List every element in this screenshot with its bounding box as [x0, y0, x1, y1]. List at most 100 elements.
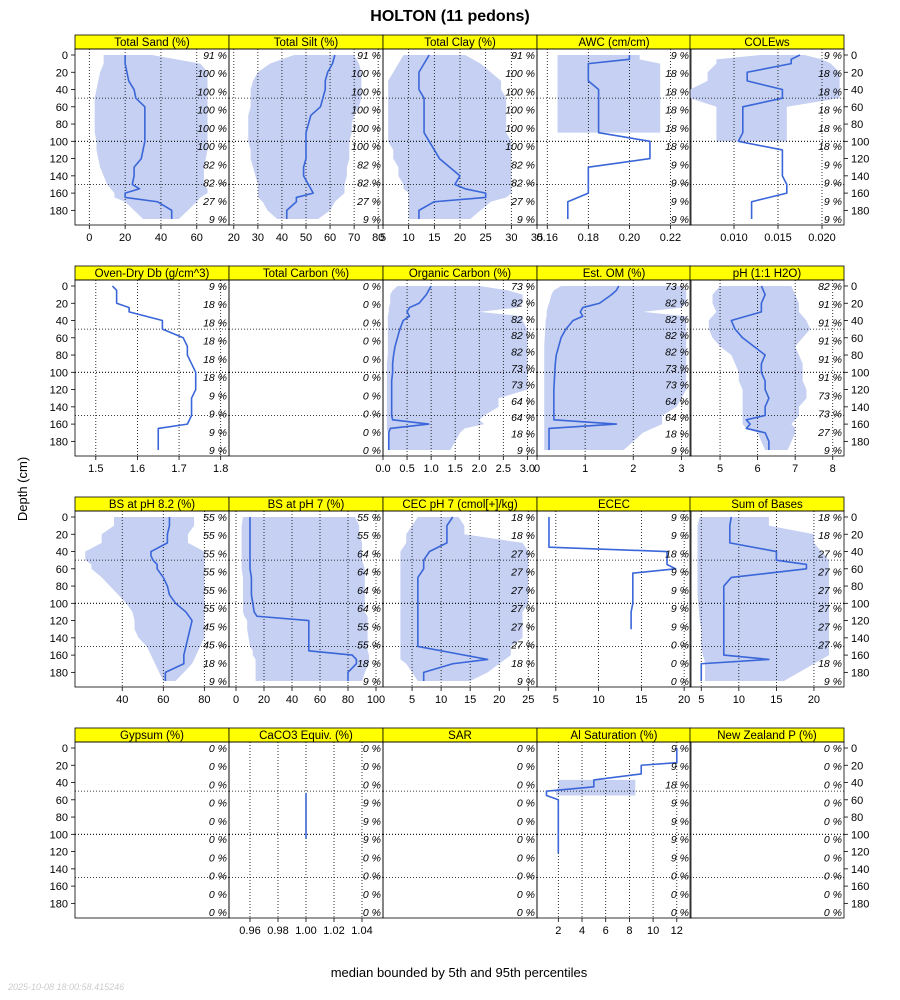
y-tick-label-right: 40	[851, 316, 863, 328]
panel-8: Est. OM (%) 73 % 82 % 82 % 82 % 82 % 73 % 73 % 6…	[534, 265, 692, 475]
x-tick-label: 0.98	[267, 925, 288, 937]
y-tick-label-left: 100	[50, 367, 68, 379]
percent-label: 27 %	[510, 585, 535, 597]
percent-label: 9 %	[517, 214, 535, 226]
panel-title: Total Carbon (%)	[263, 268, 349, 280]
percent-label: 0 %	[671, 640, 689, 652]
y-tick-label-left: 140	[50, 402, 68, 414]
y-tick-label-right: 0	[851, 512, 857, 524]
x-tick-label: 40	[276, 232, 288, 244]
panel-frame	[689, 741, 845, 919]
percent-label: 64 %	[665, 396, 689, 408]
percent-label: 0 %	[517, 798, 535, 810]
panel-plot-area	[383, 511, 537, 687]
y-tick-label-right: 140	[851, 402, 869, 414]
panel-title: ECEC	[598, 499, 630, 511]
percent-label: 82 %	[511, 330, 535, 342]
x-tick-label: 10	[592, 694, 604, 706]
percent-label: 0 %	[209, 889, 227, 901]
y-tick-label-right: 100	[851, 367, 869, 379]
percent-label: 64 %	[357, 548, 381, 560]
percent-label: 27 %	[817, 640, 842, 652]
x-tick-label: 20	[493, 694, 505, 706]
percent-label: 73 %	[665, 281, 689, 293]
panel-title: New Zealand P (%)	[717, 730, 817, 742]
panel-title: Al Saturation (%)	[571, 730, 658, 742]
y-tick-label-left: 0	[62, 512, 68, 524]
y-tick-label-left: 100	[50, 598, 68, 610]
x-tick-label: 15	[428, 232, 440, 244]
x-tick-label: 2.5	[496, 463, 511, 475]
y-tick-label-right: 20	[851, 529, 863, 541]
percent-label: 0 %	[517, 816, 535, 828]
percent-label: 27 %	[356, 196, 381, 208]
panel-plot-area	[537, 280, 691, 456]
percent-label: 9 %	[671, 621, 689, 633]
y-tick-label-left: 160	[50, 419, 68, 431]
median-line	[150, 517, 193, 681]
x-tick-label: 30	[252, 232, 264, 244]
panel-18: Al Saturation (%) 9 % 9 % 18 % 9 % 9 % 9 % 9 % 0…	[536, 727, 692, 937]
panel-frame	[689, 510, 845, 688]
panel-title: COLEws	[744, 37, 790, 49]
percent-label: 0 %	[363, 852, 381, 864]
percentile-band	[248, 55, 362, 219]
percent-label: 0 %	[363, 317, 381, 329]
y-tick-label-right: 60	[851, 102, 863, 114]
percent-label: 9 %	[517, 676, 535, 688]
x-tick-label: 50	[300, 232, 312, 244]
panel-title: Total Silt (%)	[274, 37, 339, 49]
median-line	[566, 55, 651, 219]
percent-label: 9 %	[671, 178, 689, 190]
x-tick-label: 60	[191, 232, 203, 244]
x-tick-label: 7	[792, 463, 798, 475]
x-tick-label: 15	[770, 694, 782, 706]
x-tick-label: 20	[678, 694, 690, 706]
y-tick-label-left: 180	[50, 205, 68, 217]
percent-label: 82 %	[357, 159, 381, 171]
x-tick-label: 10	[435, 694, 447, 706]
panel-plot-area	[229, 49, 383, 225]
percentile-band	[557, 55, 661, 133]
percent-label: 18 %	[665, 68, 689, 80]
percent-label: 9 %	[671, 159, 689, 171]
percent-label: 9 %	[209, 427, 227, 439]
percent-label: 9 %	[671, 512, 689, 524]
panel-frame	[536, 279, 692, 457]
y-tick-label-left: 80	[56, 812, 68, 824]
panel-16: CaCO3 Equiv. (%) 0 % 0 % 0 % 9 % 9 % 9 % 0 % 0 %…	[228, 727, 384, 937]
percent-label: 9 %	[671, 743, 689, 755]
percent-label: 9 %	[209, 214, 227, 226]
percent-label: 0 %	[363, 871, 381, 883]
percent-label: 0 %	[824, 816, 842, 828]
percent-label: 100 %	[505, 86, 535, 98]
x-tick-label: 5	[553, 694, 559, 706]
median-line	[700, 516, 808, 681]
x-tick-label: 60	[314, 694, 326, 706]
median-line	[285, 54, 336, 219]
x-tick-label: 5	[698, 694, 704, 706]
percent-label: 9 %	[671, 761, 689, 773]
x-tick-label: 0.18	[578, 232, 599, 244]
percent-label: 64 %	[511, 396, 535, 408]
y-tick-label-right: 80	[851, 581, 863, 593]
percent-label: 91 %	[357, 50, 381, 62]
percent-label: 18 %	[511, 658, 535, 670]
percentile-band	[386, 286, 528, 450]
y-tick-label-right: 0	[851, 50, 857, 62]
y-tick-label-right: 60	[851, 564, 863, 576]
y-tick-label-left: 80	[56, 581, 68, 593]
percent-label: 9 %	[824, 178, 842, 190]
percent-label: 0 %	[671, 658, 689, 670]
percent-label: 0 %	[363, 281, 381, 293]
percent-label: 100 %	[351, 86, 381, 98]
x-tick-label: 15	[635, 694, 647, 706]
percent-label: 91 %	[818, 317, 842, 329]
percent-label: 27 %	[817, 603, 842, 615]
y-tick-label-right: 40	[851, 547, 863, 559]
x-tick-label: 6	[755, 463, 761, 475]
x-tick-label: 3.0	[520, 463, 535, 475]
x-tick-label: 2.0	[472, 463, 487, 475]
x-tick-label: 5	[380, 232, 386, 244]
